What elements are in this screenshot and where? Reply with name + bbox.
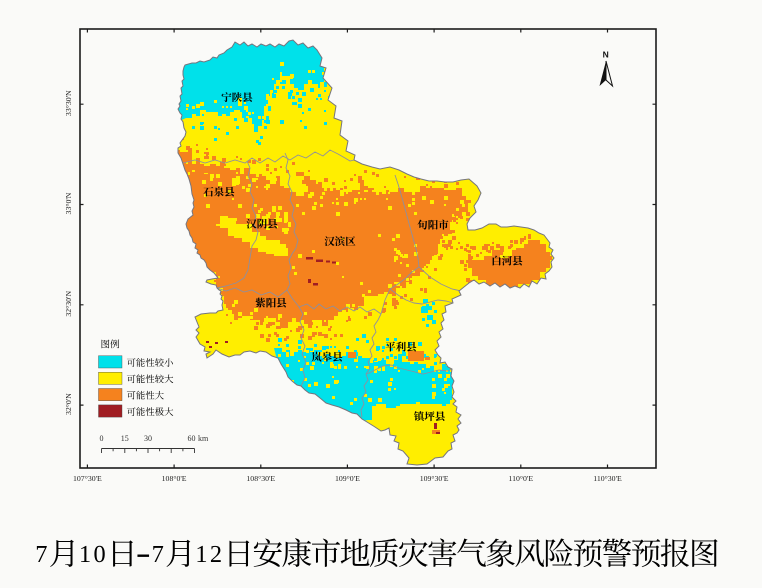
svg-text:109°0'E: 109°0'E: [335, 474, 360, 483]
svg-text:110°30'E: 110°30'E: [593, 474, 622, 483]
svg-text:110°0'E: 110°0'E: [509, 474, 534, 483]
svg-text:32°30'N: 32°30'N: [64, 291, 73, 317]
svg-text:108°30'E: 108°30'E: [246, 474, 275, 483]
svg-text:30: 30: [144, 434, 152, 443]
svg-text:15: 15: [121, 434, 129, 443]
svg-text:N: N: [603, 50, 609, 60]
svg-text:33°30'N: 33°30'N: [64, 90, 73, 116]
svg-text:107°30'E: 107°30'E: [73, 474, 102, 483]
svg-text:32°0'N: 32°0'N: [64, 393, 73, 415]
svg-text:109°30'E: 109°30'E: [420, 474, 449, 483]
svg-text:km: km: [198, 434, 209, 443]
svg-text:33°0'N: 33°0'N: [64, 192, 73, 214]
svg-text:108°0'E: 108°0'E: [162, 474, 187, 483]
svg-text:0: 0: [100, 434, 104, 443]
svg-text:60: 60: [188, 434, 196, 443]
